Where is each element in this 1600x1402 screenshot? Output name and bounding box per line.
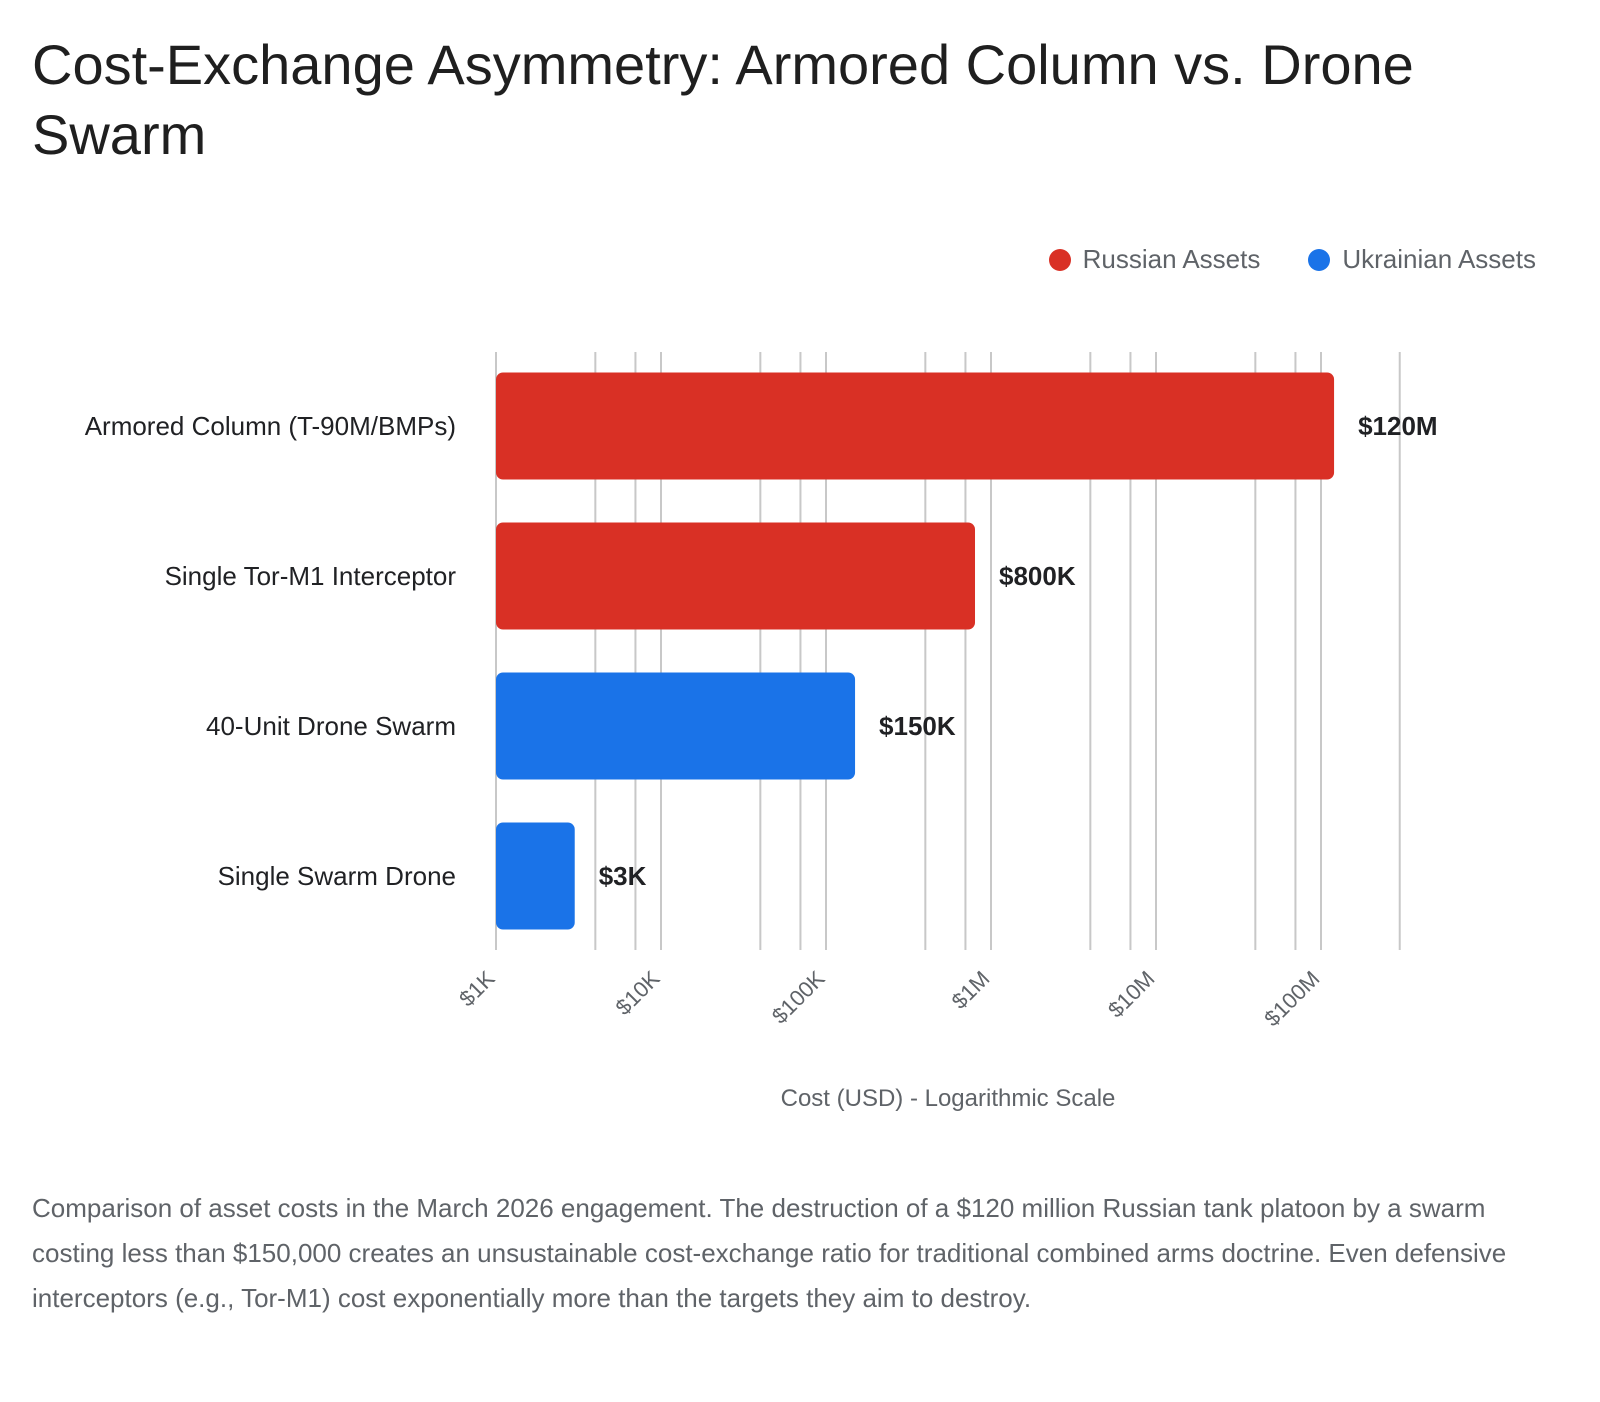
data-label: $120M <box>1358 411 1438 441</box>
x-tick-label: $10M <box>1103 966 1160 1023</box>
data-label: $150K <box>879 711 956 741</box>
x-tick-label: $10K <box>611 966 665 1020</box>
bar[interactable] <box>496 372 1335 480</box>
legend: Russian Assets Ukrainian Assets <box>1048 244 1536 275</box>
bar-chart: $120M $800K $150K $3K Armored Column (T-90M… <box>85 352 1438 1112</box>
data-label: $3K <box>599 861 647 891</box>
bar[interactable] <box>496 522 976 630</box>
x-axis-title: Cost (USD) - Logarithmic Scale <box>781 1085 1116 1112</box>
legend-label: Ukrainian Assets <box>1342 244 1536 274</box>
legend-item-russian[interactable]: Russian Assets <box>1048 244 1261 275</box>
x-tick-label: $100M <box>1259 966 1324 1031</box>
bars: $120M $800K $150K $3K <box>496 372 1438 930</box>
data-label: $800K <box>999 561 1076 591</box>
category-label: 40-Unit Drone Swarm <box>206 711 456 741</box>
chart-title: Cost-Exchange Asymmetry: Armored Column … <box>32 33 1414 166</box>
x-tick-label: $1K <box>454 966 500 1012</box>
bar[interactable] <box>496 672 856 780</box>
legend-item-ukrainian[interactable]: Ukrainian Assets <box>1308 244 1536 275</box>
chart-caption: Comparison of asset costs in the March 2… <box>32 1193 1507 1313</box>
x-tick-labels: $1K $10K $100K $1M $10M $100M <box>454 966 1324 1031</box>
bar[interactable] <box>496 822 575 930</box>
legend-label: Russian Assets <box>1082 244 1261 274</box>
category-labels: Armored Column (T-90M/BMPs) Single Tor-M1… <box>85 411 457 891</box>
category-label: Armored Column (T-90M/BMPs) <box>85 411 456 441</box>
category-label: Single Tor-M1 Interceptor <box>165 561 457 591</box>
category-label: Single Swarm Drone <box>218 861 456 891</box>
x-tick-label: $100K <box>767 966 830 1029</box>
x-tick-label: $1M <box>947 966 995 1014</box>
legend-swatch-ukrainian <box>1308 248 1331 271</box>
legend-swatch-russian <box>1048 248 1071 271</box>
